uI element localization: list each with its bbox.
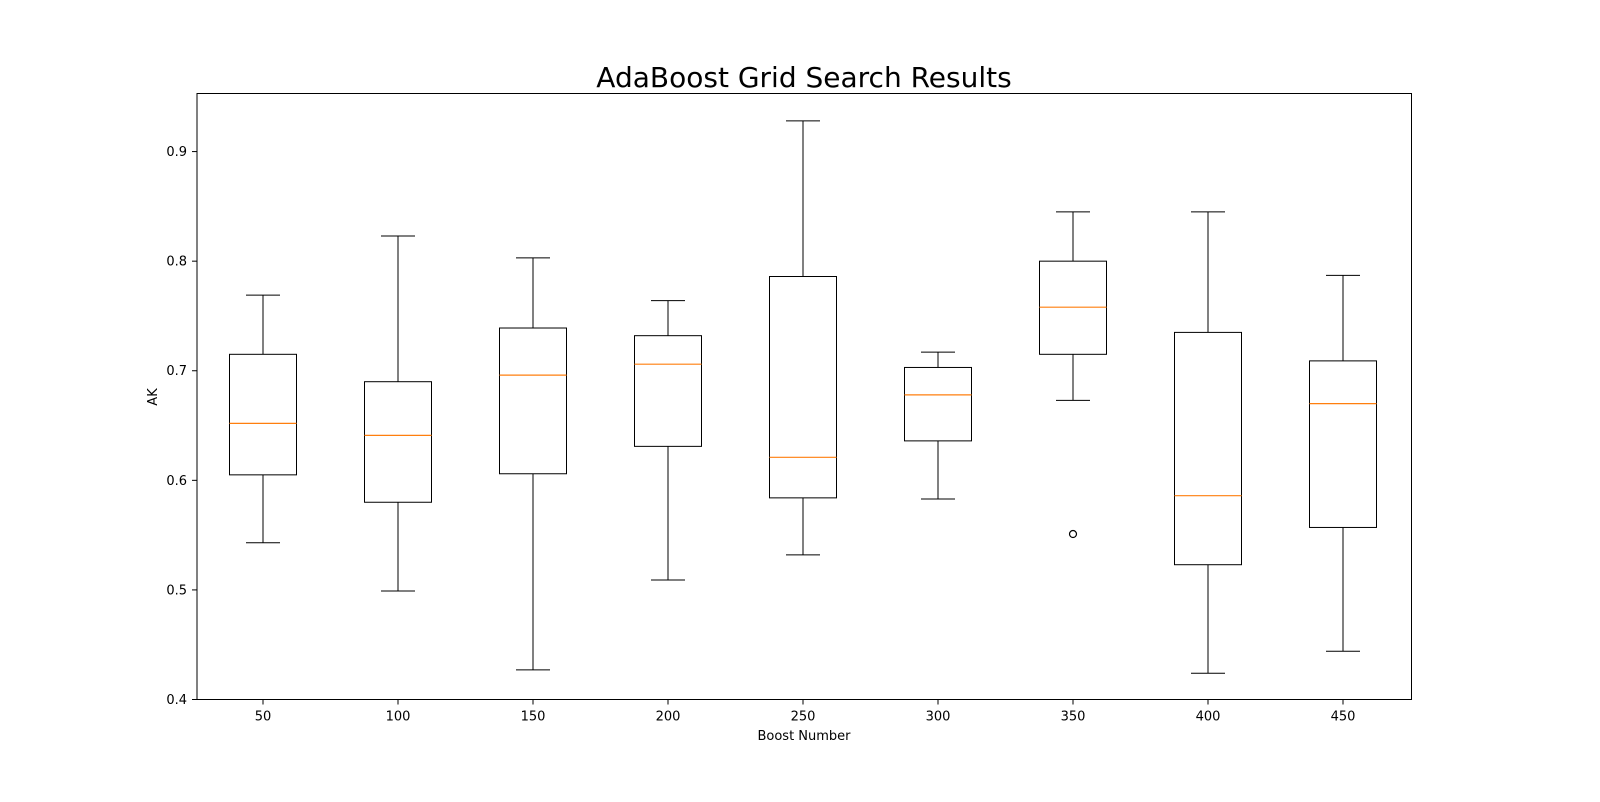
x-tick-label: 450 — [1331, 710, 1356, 725]
y-tick-label: 0.5 — [166, 583, 187, 598]
box-50 — [229, 294, 297, 544]
y-tick-label: 0.6 — [166, 474, 187, 489]
x-tick-label: 350 — [1061, 710, 1086, 725]
box-150 — [499, 257, 567, 671]
iqr-box — [634, 335, 702, 447]
iqr-box — [499, 327, 567, 475]
x-tick-label: 400 — [1196, 710, 1221, 725]
x-tick-label: 250 — [791, 710, 816, 725]
x-axis-ticks: 50 100 150 200 250 300 350 400 450 — [255, 699, 1356, 725]
y-tick-label: 0.9 — [166, 145, 187, 160]
box-450 — [1309, 274, 1377, 652]
iqr-box — [769, 276, 837, 499]
x-tick-label: 50 — [255, 710, 272, 725]
box-100 — [364, 235, 432, 592]
plot-frame — [196, 93, 1412, 700]
boxes-group — [229, 120, 1377, 674]
iqr-box — [1174, 331, 1242, 566]
box-300 — [904, 351, 972, 500]
iqr-box — [1309, 360, 1377, 528]
box-200 — [634, 300, 702, 581]
box-250 — [769, 120, 837, 556]
outlier-point — [1068, 529, 1078, 539]
x-axis-label: Boost Number — [757, 729, 851, 744]
y-tick-label: 0.7 — [166, 364, 187, 379]
box-400 — [1174, 211, 1242, 674]
iqr-box — [364, 381, 432, 503]
y-axis-label: AK — [146, 388, 161, 406]
x-tick-label: 100 — [386, 710, 411, 725]
y-tick-label: 0.4 — [166, 693, 187, 708]
chart-title: AdaBoost Grid Search Results — [596, 61, 1011, 94]
x-tick-label: 200 — [656, 710, 681, 725]
iqr-box — [904, 366, 972, 442]
y-axis-ticks: 0.4 0.5 0.6 0.7 0.8 0.9 — [166, 145, 197, 708]
box-350 — [1039, 211, 1107, 539]
y-tick-label: 0.8 — [166, 255, 187, 270]
x-tick-label: 150 — [521, 710, 546, 725]
iqr-box — [229, 353, 297, 476]
x-tick-label: 300 — [926, 710, 951, 725]
